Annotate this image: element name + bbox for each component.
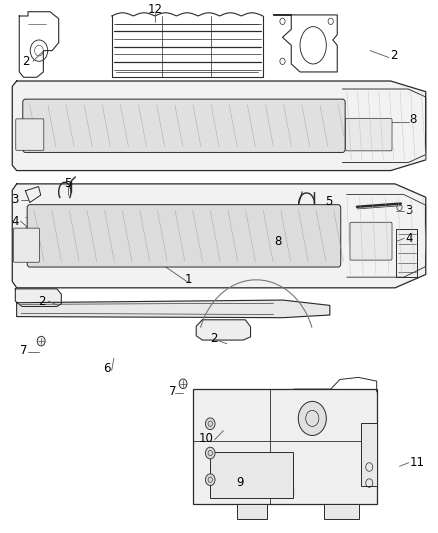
Text: 7: 7 [20,344,28,357]
Bar [24,212,45,263]
Circle shape [37,336,45,346]
Text: 3: 3 [12,193,19,206]
Bar [396,229,417,277]
FancyBboxPatch shape [27,205,341,267]
Text: 4: 4 [11,215,19,228]
Text: 2: 2 [38,295,46,308]
Circle shape [205,447,215,459]
Polygon shape [196,320,251,340]
Polygon shape [12,184,426,288]
Text: 1: 1 [184,273,192,286]
Text: 7: 7 [169,385,177,398]
Text: 2: 2 [21,55,29,68]
Text: 6: 6 [103,362,111,375]
Text: 10: 10 [199,432,214,445]
FancyBboxPatch shape [14,228,39,262]
Bar [324,504,359,519]
Text: 2: 2 [390,50,397,62]
FancyBboxPatch shape [16,119,44,150]
Circle shape [298,401,326,435]
FancyBboxPatch shape [23,99,345,152]
Polygon shape [17,300,330,318]
Text: 11: 11 [410,456,424,469]
Bar [237,504,267,519]
Circle shape [205,418,215,430]
Circle shape [205,474,215,486]
Text: 9: 9 [236,476,244,489]
Text: 5: 5 [64,177,71,190]
FancyBboxPatch shape [346,118,392,151]
Polygon shape [25,187,41,203]
Bar [193,389,377,504]
Text: 8: 8 [275,235,282,248]
FancyBboxPatch shape [350,222,392,260]
Text: 5: 5 [325,195,332,208]
Polygon shape [15,289,61,306]
Bar [361,423,377,487]
Text: 4: 4 [405,232,413,245]
Text: 2: 2 [210,332,218,345]
Polygon shape [12,81,426,171]
Text: 3: 3 [405,204,413,217]
Text: 8: 8 [410,114,417,126]
Circle shape [179,379,187,389]
Text: 12: 12 [148,3,163,16]
Bar [210,452,293,498]
